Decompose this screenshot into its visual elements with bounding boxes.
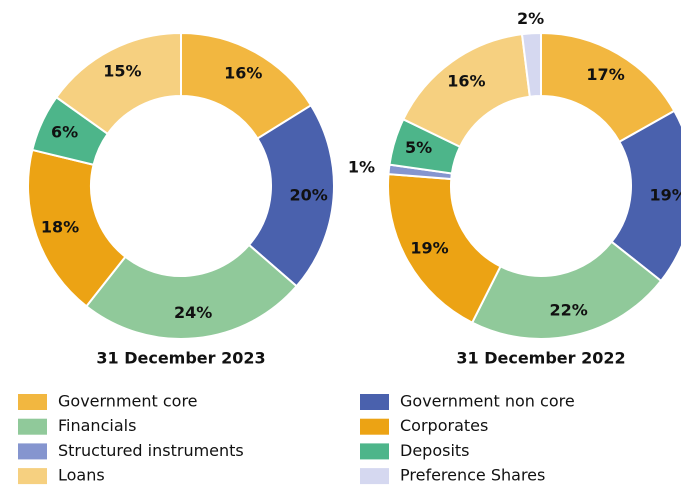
data-label: 16% (224, 64, 262, 83)
legend-swatch (18, 418, 47, 435)
legend-label: Loans (58, 466, 105, 485)
slice (470, 240, 663, 340)
data-label: 5% (405, 138, 432, 157)
legend-label: Government non core (400, 392, 575, 411)
data-label: 24% (174, 303, 212, 322)
data-label: 22% (550, 300, 588, 319)
data-label: 16% (447, 71, 485, 90)
slice (54, 31, 182, 136)
data-label: 1% (348, 157, 375, 176)
slice (85, 243, 299, 340)
data-label: 19% (649, 185, 681, 204)
legend-label: Deposits (400, 441, 470, 460)
legend-swatch (360, 418, 389, 435)
legend-label: Financials (58, 416, 136, 435)
legend-swatch (18, 468, 47, 485)
legend-label: Government core (58, 392, 198, 411)
data-label: 19% (410, 238, 448, 257)
legend-swatch (360, 443, 389, 460)
slice (520, 31, 542, 98)
data-label: 6% (51, 122, 78, 141)
legend-label: Corporates (400, 416, 488, 435)
legend-label: Preference Shares (400, 466, 545, 485)
data-label: 18% (41, 217, 79, 236)
chart-title: 31 December 2023 (96, 349, 265, 368)
data-label: 17% (586, 65, 624, 84)
legend-swatch (360, 468, 389, 485)
legend-label: Structured instruments (58, 441, 244, 460)
chart-title: 31 December 2022 (456, 349, 625, 368)
data-label: 2% (517, 9, 544, 28)
data-label: 15% (103, 62, 141, 81)
legend-swatch (18, 443, 47, 460)
data-label: 20% (289, 186, 327, 205)
legend-swatch (360, 394, 389, 410)
legend-swatch (18, 394, 47, 410)
